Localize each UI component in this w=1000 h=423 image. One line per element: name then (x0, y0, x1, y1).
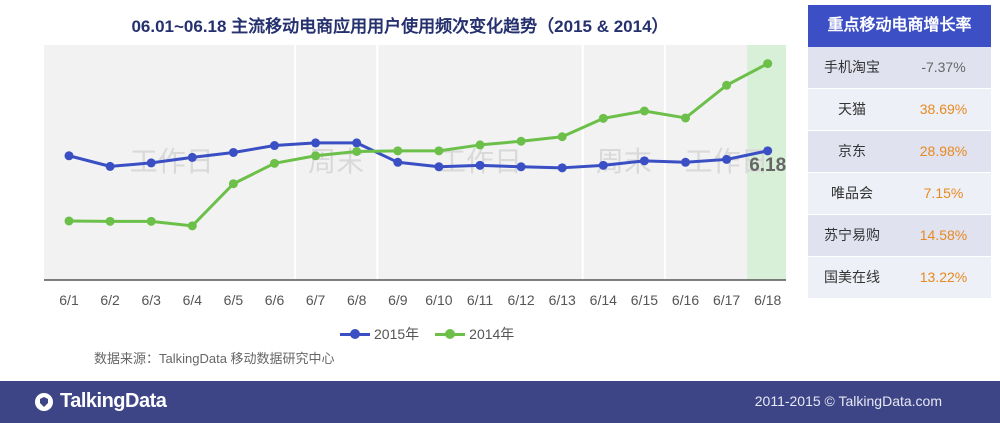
data-point (270, 158, 279, 168)
data-point (681, 113, 690, 123)
app-name: 国美在线 (824, 269, 880, 285)
highlight-column (747, 45, 786, 280)
data-point (105, 161, 115, 171)
data-point (393, 146, 403, 156)
data-point (64, 151, 74, 161)
growth-rate-table: 重点移动电商增长率 手机淘宝 -7.37% 天猫 38.69% 京东 28.98… (808, 5, 991, 299)
app-name: 唯品会 (831, 185, 873, 201)
data-point (598, 113, 608, 123)
series-line-2014年 (68, 62, 769, 228)
data-point (393, 157, 403, 167)
data-point (311, 138, 321, 148)
data-point (434, 162, 444, 172)
data-point (187, 221, 197, 231)
talkingdata-logo-icon (35, 393, 53, 411)
data-point (763, 146, 773, 156)
source-note: 数据来源：TalkingData 移动数据研究中心 (94, 351, 335, 366)
growth-table-title: 重点移动电商增长率 (808, 5, 991, 47)
data-point (516, 162, 526, 172)
data-point (722, 80, 732, 90)
brand-name: TalkingData (60, 390, 167, 412)
data-point (146, 216, 156, 226)
growth-value: 14.58% (919, 227, 968, 243)
x-tick-label: 6/17 (713, 292, 740, 308)
footer-bar: TalkingData 2011-2015 © TalkingData.com (0, 381, 1000, 423)
table-row: 苏宁易购 14.58% (808, 215, 991, 257)
chart-legend: 2015年 2014年 (340, 324, 514, 344)
data-point (105, 216, 115, 226)
data-point (187, 152, 197, 162)
app-name: 京东 (838, 143, 866, 159)
x-tick-label: 6/14 (590, 292, 617, 308)
x-tick-label: 6/6 (265, 292, 285, 308)
legend-item-2014: 2014年 (435, 324, 514, 344)
growth-value: 13.22% (919, 269, 968, 285)
app-name: 手机淘宝 (824, 59, 880, 75)
x-tick-label: 6/11 (467, 292, 493, 308)
x-tick-label: 6/1 (59, 292, 79, 308)
data-point (639, 106, 649, 116)
series-line-2015年 (68, 141, 769, 170)
x-tick-label: 6/3 (141, 292, 161, 308)
x-tick-label: 6/12 (507, 292, 534, 308)
highlight-label: 6.18 (749, 155, 786, 176)
legend-item-2015: 2015年 (340, 324, 419, 344)
x-tick-label: 6/10 (425, 292, 452, 308)
chart-title: 06.01~06.18 主流移动电商应用用户使用频次变化趋势（2015 & 20… (131, 17, 669, 36)
growth-value: -7.37% (921, 59, 966, 75)
table-row: 唯品会 7.15% (808, 173, 991, 215)
legend-swatch-2015 (340, 328, 370, 340)
app-name: 天猫 (838, 101, 866, 117)
data-point (722, 154, 732, 164)
x-tick-label: 6/9 (388, 292, 408, 308)
table-row: 京东 28.98% (808, 131, 991, 173)
data-point (475, 140, 485, 150)
data-point (228, 179, 238, 189)
x-tick-label: 6/15 (631, 292, 658, 308)
line-chart: 工作日周末工作日周末工作日6.18 6/16/26/36/46/56/66/76… (44, 45, 786, 308)
table-row: 国美在线 13.22% (808, 257, 991, 299)
x-tick-label: 6/5 (224, 292, 244, 308)
data-point (434, 146, 444, 156)
data-point (228, 147, 238, 157)
data-point (557, 163, 567, 173)
data-point (64, 216, 74, 226)
x-tick-label: 6/2 (100, 292, 120, 308)
x-tick-label: 6/8 (347, 292, 367, 308)
copyright-text: 2011-2015 © TalkingData.com (754, 393, 942, 409)
data-point (763, 59, 773, 69)
table-row: 天猫 38.69% (808, 89, 991, 131)
growth-value: 7.15% (923, 185, 964, 201)
data-point (270, 141, 279, 151)
x-tick-label: 6/18 (754, 292, 781, 308)
growth-value: 28.98% (919, 143, 968, 159)
table-row: 手机淘宝 -7.37% (808, 47, 991, 89)
growth-value: 38.69% (919, 101, 968, 117)
x-tick-label: 6/13 (549, 292, 576, 308)
data-point (146, 158, 156, 168)
data-point (681, 157, 690, 167)
data-point (311, 151, 321, 161)
x-tick-label: 6/16 (672, 292, 699, 308)
legend-swatch-2014 (435, 328, 466, 340)
app-name: 苏宁易购 (824, 227, 880, 243)
x-tick-label: 6/4 (183, 292, 203, 308)
data-point (639, 156, 649, 166)
data-point (475, 160, 485, 170)
legend-label-2014: 2014年 (469, 326, 515, 342)
data-point (352, 138, 362, 148)
legend-label-2015: 2015年 (374, 326, 420, 342)
x-tick-label: 6/7 (306, 292, 326, 308)
data-point (352, 146, 362, 156)
data-point (516, 136, 526, 146)
data-point (598, 160, 608, 170)
data-point (557, 132, 567, 142)
